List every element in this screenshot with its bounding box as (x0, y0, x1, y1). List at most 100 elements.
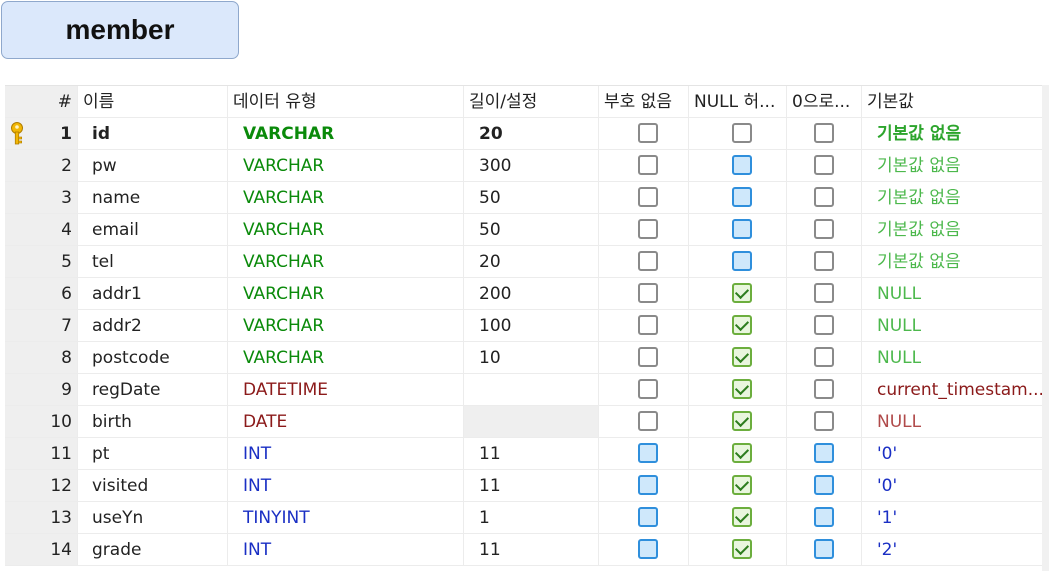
column-name[interactable]: grade (78, 534, 228, 566)
unsigned-checkbox[interactable] (638, 379, 658, 399)
column-data-type[interactable]: INT (228, 470, 464, 502)
zerofill-checkbox[interactable] (814, 315, 834, 335)
column-default[interactable]: 기본값 없음 (862, 118, 1049, 150)
column-name[interactable]: postcode (78, 342, 228, 374)
unsigned-checkbox[interactable] (638, 123, 658, 143)
unsigned-checkbox[interactable] (638, 251, 658, 271)
table-row[interactable]: 4 email VARCHAR 50 기본값 없음 (5, 214, 1049, 246)
allow-null-checkbox[interactable] (732, 411, 752, 431)
zerofill-checkbox[interactable] (814, 187, 834, 207)
zerofill-checkbox[interactable] (814, 539, 834, 559)
allow-null-checkbox[interactable] (732, 347, 752, 367)
column-name[interactable]: visited (78, 470, 228, 502)
column-data-type[interactable]: VARCHAR (228, 214, 464, 246)
header-zerofill[interactable]: 0으로... (787, 86, 862, 118)
column-name[interactable]: regDate (78, 374, 228, 406)
column-default[interactable]: 기본값 없음 (862, 182, 1049, 214)
column-name[interactable]: pt (78, 438, 228, 470)
column-data-type[interactable]: VARCHAR (228, 278, 464, 310)
allow-null-checkbox[interactable] (732, 507, 752, 527)
column-data-type[interactable]: VARCHAR (228, 118, 464, 150)
unsigned-checkbox[interactable] (638, 155, 658, 175)
column-name[interactable]: addr1 (78, 278, 228, 310)
zerofill-checkbox[interactable] (814, 347, 834, 367)
table-row[interactable]: 14 grade INT 11 '2' (5, 534, 1049, 566)
table-row[interactable]: 11 pt INT 11'0' (5, 438, 1049, 470)
column-length[interactable] (464, 374, 599, 406)
column-data-type[interactable]: VARCHAR (228, 246, 464, 278)
column-length[interactable]: 50 (464, 182, 599, 214)
zerofill-checkbox[interactable] (814, 443, 834, 463)
zerofill-checkbox[interactable] (814, 283, 834, 303)
column-default[interactable]: current_timestam... (862, 374, 1049, 406)
column-name[interactable]: birth (78, 406, 228, 438)
column-data-type[interactable]: DATE (228, 406, 464, 438)
zerofill-checkbox[interactable] (814, 379, 834, 399)
unsigned-checkbox[interactable] (638, 539, 658, 559)
column-default[interactable]: NULL (862, 278, 1049, 310)
column-default[interactable]: NULL (862, 406, 1049, 438)
allow-null-checkbox[interactable] (732, 443, 752, 463)
allow-null-checkbox[interactable] (732, 251, 752, 271)
table-row[interactable]: 13 useYn TINYINT 1 '1' (5, 502, 1049, 534)
column-name[interactable]: id (78, 118, 228, 150)
allow-null-checkbox[interactable] (732, 475, 752, 495)
allow-null-checkbox[interactable] (732, 123, 752, 143)
unsigned-checkbox[interactable] (638, 283, 658, 303)
column-default[interactable]: 기본값 없음 (862, 214, 1049, 246)
allow-null-checkbox[interactable] (732, 283, 752, 303)
header-unsigned[interactable]: 부호 없음 (599, 86, 689, 118)
unsigned-checkbox[interactable] (638, 315, 658, 335)
zerofill-checkbox[interactable] (814, 411, 834, 431)
column-default[interactable]: '0' (862, 470, 1049, 502)
column-default[interactable]: 기본값 없음 (862, 246, 1049, 278)
table-row[interactable]: 12 visited INT 11 '0' (5, 470, 1049, 502)
zerofill-checkbox[interactable] (814, 123, 834, 143)
table-row[interactable]: 10 birth DATE NULL (5, 406, 1049, 438)
column-length[interactable]: 20 (464, 118, 599, 150)
table-row[interactable]: 1 id VARCHAR 20 기본값 없음 (5, 118, 1049, 150)
column-length[interactable]: 11 (464, 438, 599, 470)
column-length[interactable]: 300 (464, 150, 599, 182)
table-row[interactable]: 5 tel VARCHAR 20 기본값 없음 (5, 246, 1049, 278)
column-data-type[interactable]: INT (228, 438, 464, 470)
column-name[interactable]: email (78, 214, 228, 246)
column-default[interactable]: NULL (862, 310, 1049, 342)
zerofill-checkbox[interactable] (814, 475, 834, 495)
column-length[interactable]: 1 (464, 502, 599, 534)
table-row[interactable]: 6 addr1 VARCHAR 200 NULL (5, 278, 1049, 310)
allow-null-checkbox[interactable] (732, 539, 752, 559)
header-allow-null[interactable]: NULL 허... (689, 86, 787, 118)
column-default[interactable]: 기본값 없음 (862, 150, 1049, 182)
zerofill-checkbox[interactable] (814, 507, 834, 527)
unsigned-checkbox[interactable] (638, 507, 658, 527)
unsigned-checkbox[interactable] (638, 443, 658, 463)
column-name[interactable]: pw (78, 150, 228, 182)
column-length[interactable] (464, 406, 599, 438)
header-default[interactable]: 기본값 (862, 86, 1049, 118)
header-length[interactable]: 길이/설정 (464, 86, 599, 118)
column-default[interactable]: '2' (862, 534, 1049, 566)
column-length[interactable]: 11 (464, 534, 599, 566)
column-length[interactable]: 11 (464, 470, 599, 502)
column-data-type[interactable]: VARCHAR (228, 150, 464, 182)
unsigned-checkbox[interactable] (638, 187, 658, 207)
column-default[interactable]: '0' (862, 438, 1049, 470)
vertical-scrollbar[interactable] (1042, 85, 1049, 571)
header-type[interactable]: 데이터 유형 (228, 86, 464, 118)
zerofill-checkbox[interactable] (814, 219, 834, 239)
allow-null-checkbox[interactable] (732, 155, 752, 175)
table-row[interactable]: 9 regDate DATETIME current_timestam... (5, 374, 1049, 406)
allow-null-checkbox[interactable] (732, 219, 752, 239)
unsigned-checkbox[interactable] (638, 347, 658, 367)
column-default[interactable]: '1' (862, 502, 1049, 534)
allow-null-checkbox[interactable] (732, 315, 752, 335)
column-length[interactable]: 100 (464, 310, 599, 342)
column-length[interactable]: 50 (464, 214, 599, 246)
table-row[interactable]: 3 name VARCHAR 50 기본값 없음 (5, 182, 1049, 214)
unsigned-checkbox[interactable] (638, 219, 658, 239)
column-data-type[interactable]: INT (228, 534, 464, 566)
column-length[interactable]: 200 (464, 278, 599, 310)
column-data-type[interactable]: DATETIME (228, 374, 464, 406)
column-name[interactable]: name (78, 182, 228, 214)
